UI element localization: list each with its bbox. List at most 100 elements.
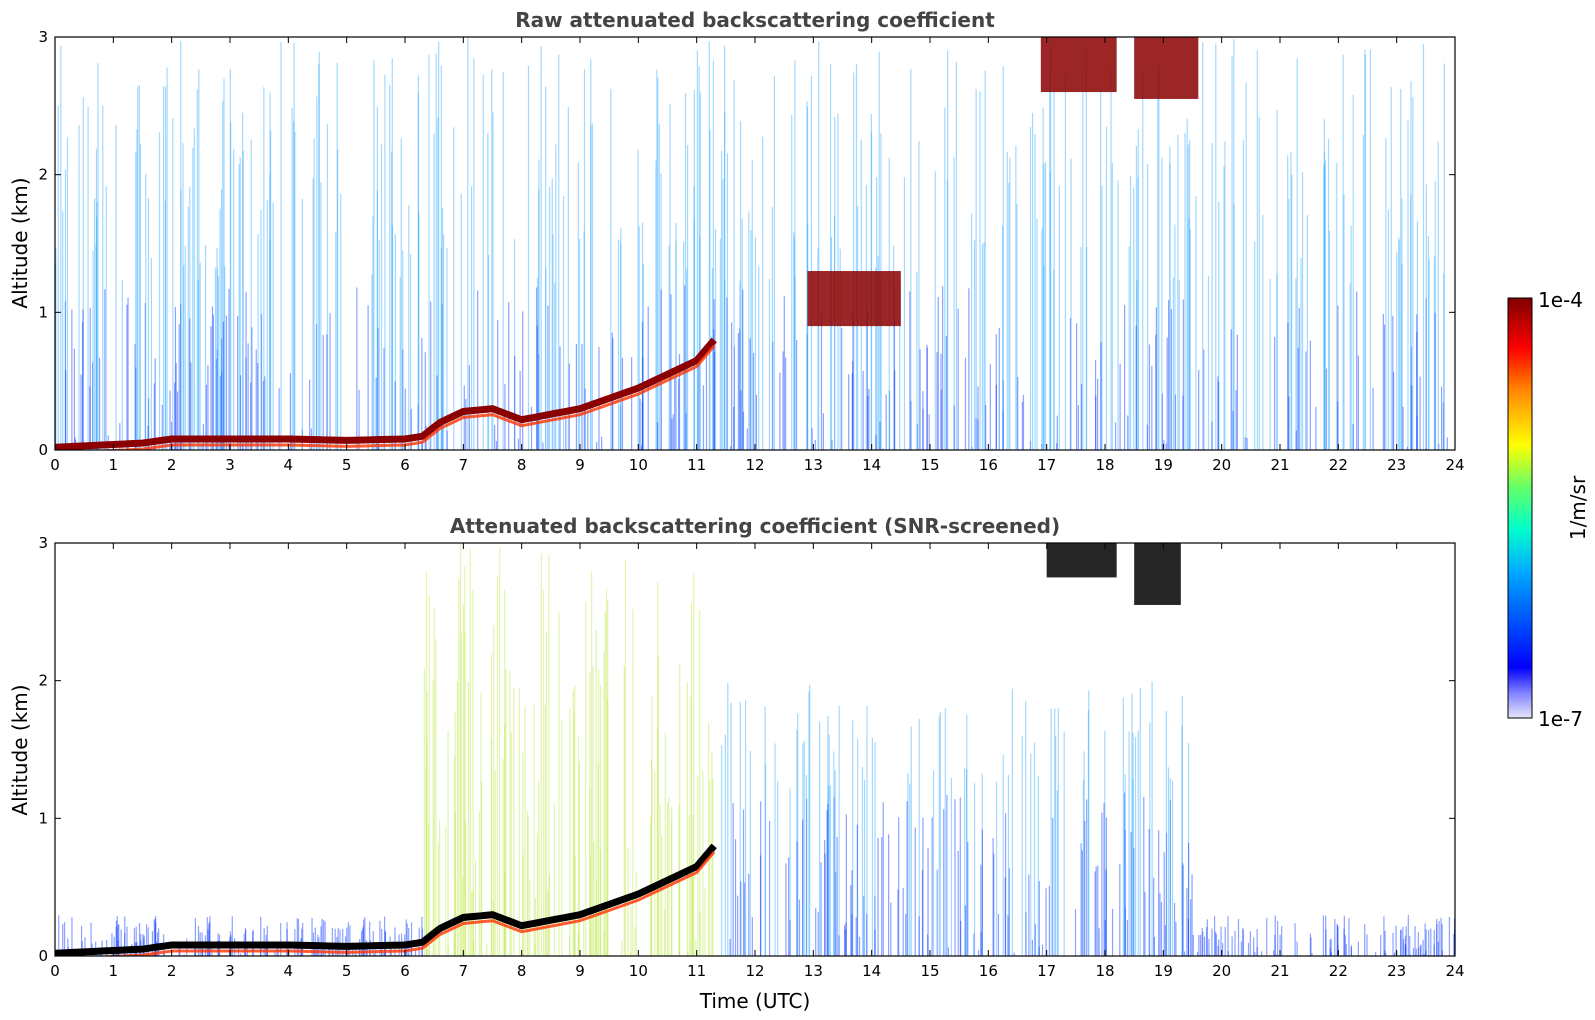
noise-column bbox=[1178, 279, 1180, 450]
noise-column bbox=[545, 86, 547, 450]
x-tick-label: 14 bbox=[862, 456, 881, 474]
noise-column bbox=[456, 681, 459, 956]
noise-column bbox=[898, 817, 900, 956]
noise-column bbox=[205, 384, 208, 450]
noise-column bbox=[836, 836, 838, 956]
noise-column bbox=[1158, 830, 1160, 956]
noise-column bbox=[835, 871, 837, 956]
noise-column bbox=[1375, 952, 1377, 956]
noise-column bbox=[796, 841, 798, 956]
noise-column bbox=[340, 193, 342, 450]
noise-column bbox=[320, 182, 322, 450]
noise-column bbox=[316, 96, 318, 450]
noise-column bbox=[447, 730, 449, 956]
noise-column bbox=[1425, 298, 1427, 450]
noise-column bbox=[505, 669, 507, 956]
noise-column bbox=[1117, 180, 1119, 450]
noise-column bbox=[997, 914, 1000, 956]
noise-column bbox=[699, 911, 701, 956]
noise-column bbox=[208, 922, 210, 956]
noise-column bbox=[1177, 134, 1179, 450]
noise-column bbox=[433, 607, 435, 956]
noise-column bbox=[621, 357, 624, 450]
noise-column bbox=[955, 62, 958, 450]
noise-column bbox=[527, 65, 530, 450]
noise-column bbox=[1080, 843, 1082, 956]
noise-column bbox=[421, 442, 423, 450]
noise-column bbox=[1400, 88, 1402, 450]
noise-column bbox=[369, 921, 371, 956]
noise-column bbox=[1081, 850, 1083, 956]
noise-column bbox=[811, 428, 813, 450]
noise-column bbox=[574, 855, 576, 956]
noise-column bbox=[1029, 441, 1032, 450]
noise-column bbox=[1131, 693, 1133, 956]
noise-column bbox=[791, 114, 793, 450]
noise-column bbox=[605, 589, 608, 956]
noise-column bbox=[1337, 951, 1339, 956]
noise-column bbox=[296, 918, 298, 956]
noise-column bbox=[1126, 920, 1129, 956]
noise-column bbox=[562, 196, 565, 450]
noise-column bbox=[709, 129, 711, 450]
noise-column bbox=[245, 291, 247, 450]
noise-column bbox=[1192, 934, 1194, 956]
noise-column bbox=[857, 738, 859, 956]
noise-column bbox=[946, 179, 948, 450]
noise-column bbox=[71, 917, 73, 956]
noise-column bbox=[862, 370, 864, 450]
noise-column bbox=[863, 895, 865, 956]
noise-column bbox=[1025, 701, 1027, 956]
noise-column bbox=[440, 65, 442, 450]
noise-column bbox=[465, 398, 467, 450]
noise-column bbox=[589, 857, 591, 956]
noise-column bbox=[740, 881, 742, 956]
noise-column bbox=[508, 302, 510, 450]
noise-column bbox=[1295, 430, 1297, 450]
x-tick-label: 10 bbox=[629, 962, 648, 980]
noise-column bbox=[782, 351, 784, 450]
noise-column bbox=[656, 729, 659, 956]
noise-column bbox=[739, 121, 742, 450]
noise-column bbox=[538, 159, 540, 450]
noise-column bbox=[89, 386, 91, 450]
noise-column bbox=[194, 918, 196, 956]
noise-column bbox=[1163, 852, 1165, 956]
noise-column bbox=[474, 860, 477, 956]
noise-column bbox=[1056, 415, 1058, 450]
noise-column bbox=[1021, 401, 1023, 450]
noise-column bbox=[739, 280, 741, 450]
noise-column bbox=[438, 41, 440, 450]
noise-column bbox=[257, 233, 259, 450]
noise-column bbox=[294, 131, 296, 450]
noise-column bbox=[1453, 934, 1455, 956]
noise-column bbox=[1188, 140, 1191, 450]
noise-column bbox=[1038, 881, 1040, 956]
noise-column bbox=[1105, 126, 1108, 450]
noise-column bbox=[1352, 423, 1354, 450]
noise-column bbox=[1218, 939, 1220, 956]
noise-column bbox=[888, 390, 891, 450]
x-tick-label: 23 bbox=[1387, 456, 1406, 474]
x-tick-label: 6 bbox=[400, 456, 410, 474]
noise-column bbox=[1136, 280, 1138, 450]
noise-column bbox=[536, 325, 538, 450]
noise-column bbox=[1217, 945, 1219, 956]
noise-column bbox=[154, 358, 156, 450]
x-tick-label: 8 bbox=[517, 962, 527, 980]
noise-column bbox=[785, 863, 787, 956]
noise-column bbox=[223, 78, 225, 450]
noise-column bbox=[993, 853, 995, 956]
noise-column bbox=[514, 355, 516, 450]
noise-column bbox=[1165, 443, 1167, 450]
x-tick-label: 3 bbox=[225, 962, 235, 980]
noise-column bbox=[193, 128, 195, 450]
noise-column bbox=[739, 702, 741, 956]
noise-column bbox=[1405, 926, 1407, 956]
noise-column bbox=[1008, 182, 1010, 450]
noise-column bbox=[102, 105, 104, 450]
noise-column bbox=[1022, 394, 1025, 450]
noise-column bbox=[1148, 344, 1151, 450]
noise-column bbox=[513, 687, 515, 956]
noise-column bbox=[225, 315, 228, 450]
